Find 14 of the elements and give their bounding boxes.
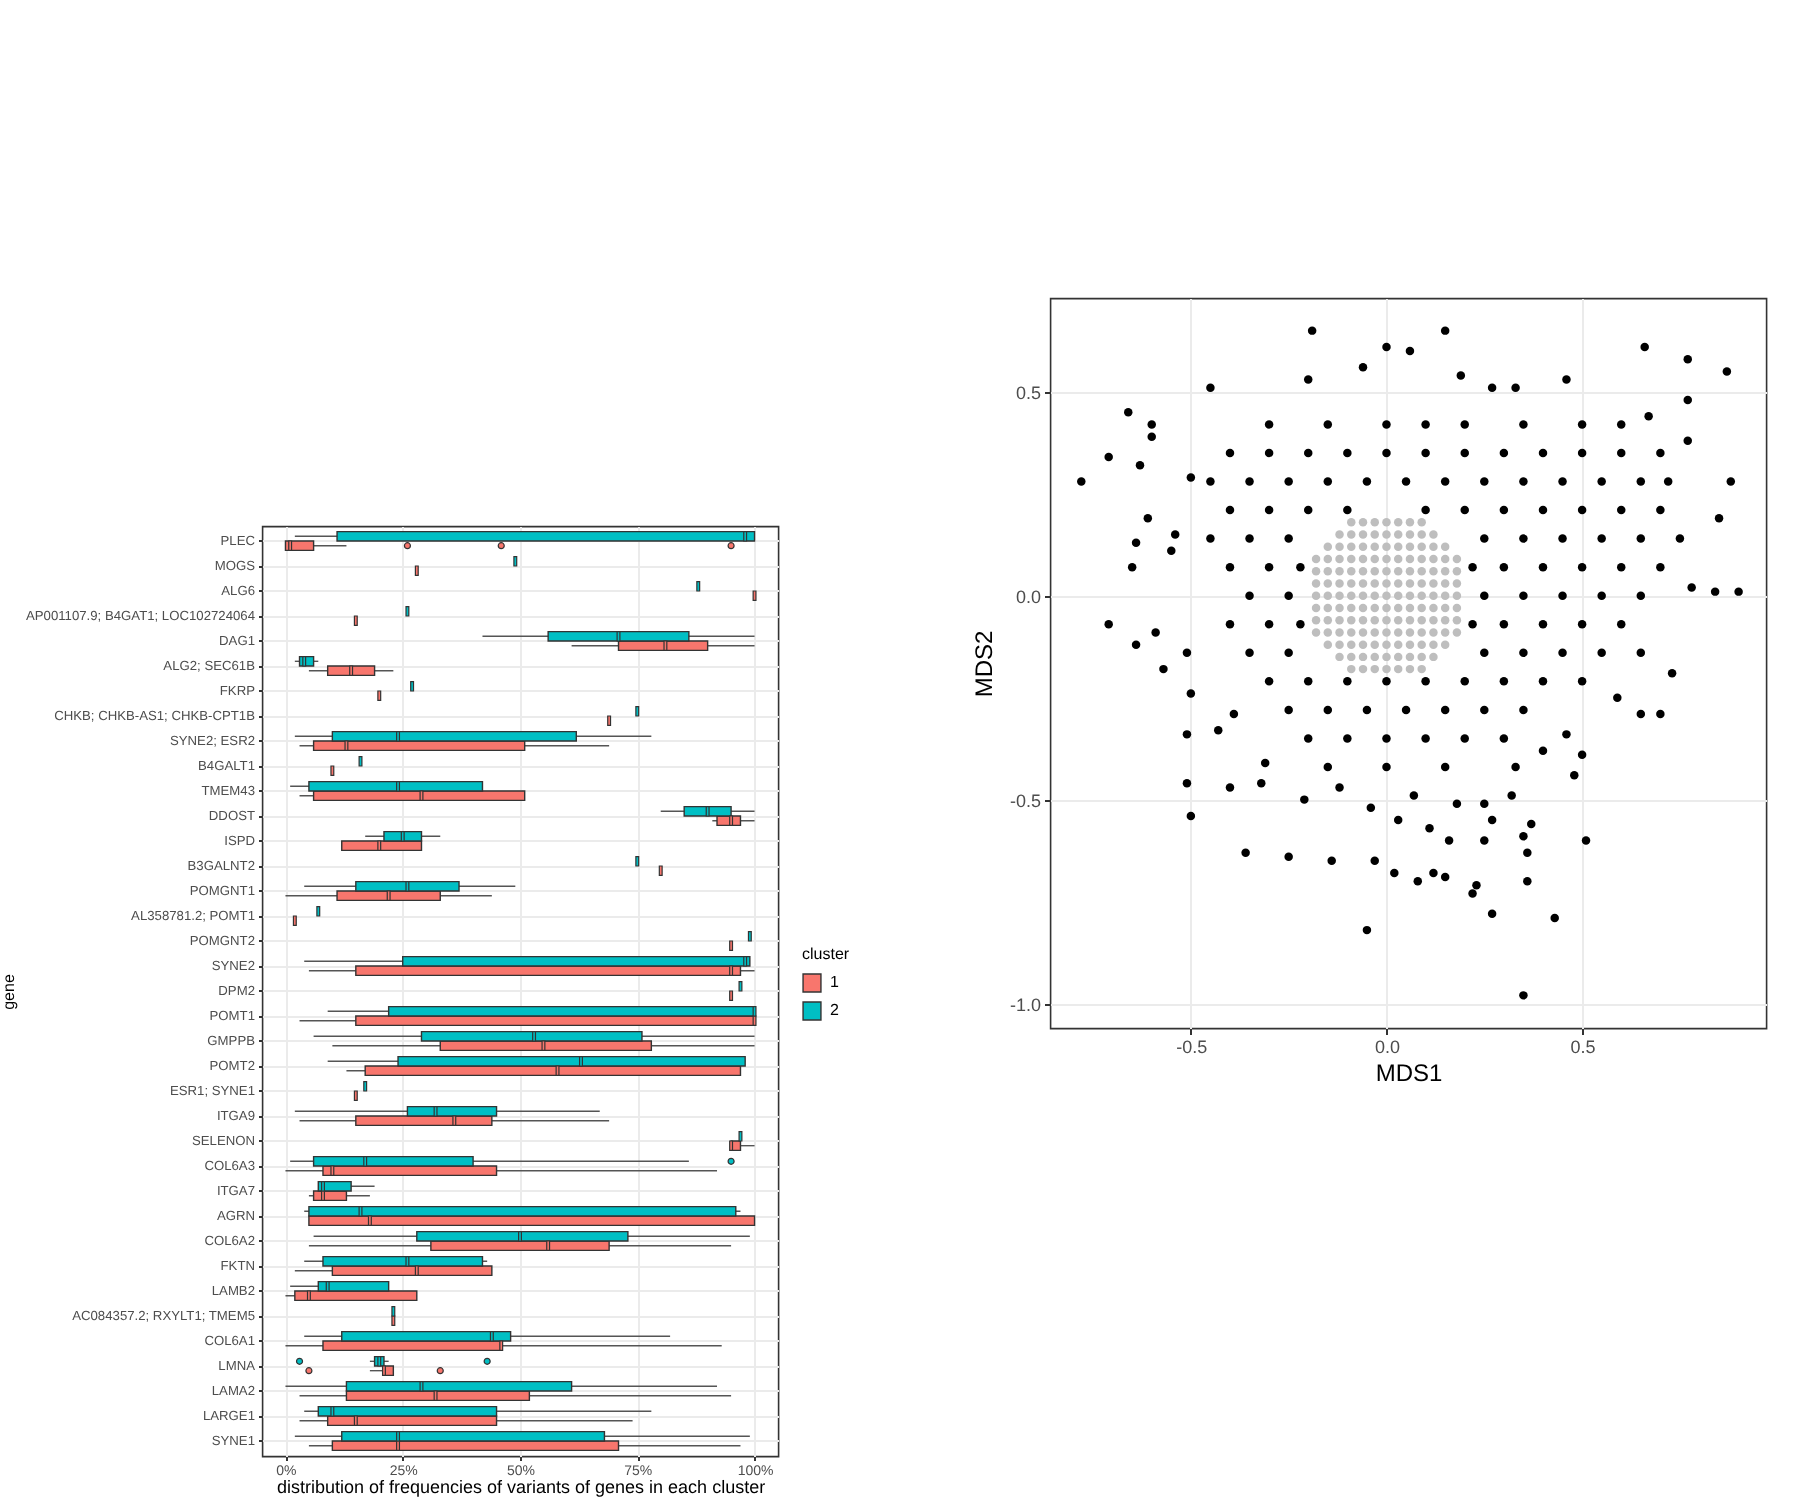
y-tick-label: 0.5 — [1015, 382, 1041, 403]
legend-label: 2 — [830, 1001, 840, 1019]
y-axis-title: gene — [0, 973, 19, 1010]
y-axis-title: MDS2 — [969, 630, 998, 698]
x-tick-label: -0.5 — [1176, 1037, 1208, 1057]
x-axis-title: MDS1 — [1375, 1059, 1443, 1087]
x-tick-label: 0.5 — [1570, 1037, 1596, 1057]
legend-label: 1 — [830, 973, 840, 991]
x-axis-title: distribution of frequencies of variants of genes in each cluster — [276, 1477, 766, 1497]
legend-title: cluster — [802, 945, 850, 963]
y-tick-label: -1.0 — [1009, 994, 1041, 1015]
y-tick-label: 0.0 — [1015, 586, 1041, 607]
x-tick-label: 0.0 — [1374, 1037, 1400, 1057]
y-tick-label: -0.5 — [1009, 790, 1041, 811]
